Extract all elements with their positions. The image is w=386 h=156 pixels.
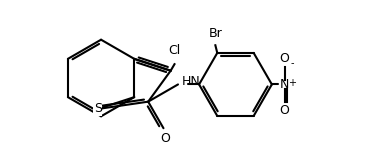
Text: -: -	[291, 58, 295, 68]
Text: O: O	[279, 104, 290, 117]
Text: Cl: Cl	[168, 44, 181, 57]
Text: O: O	[279, 51, 290, 65]
Text: O: O	[161, 132, 170, 145]
Text: +: +	[288, 78, 296, 88]
Text: HN: HN	[182, 75, 201, 88]
Text: N: N	[279, 78, 289, 91]
Text: S: S	[94, 102, 102, 115]
Text: Br: Br	[208, 27, 222, 39]
